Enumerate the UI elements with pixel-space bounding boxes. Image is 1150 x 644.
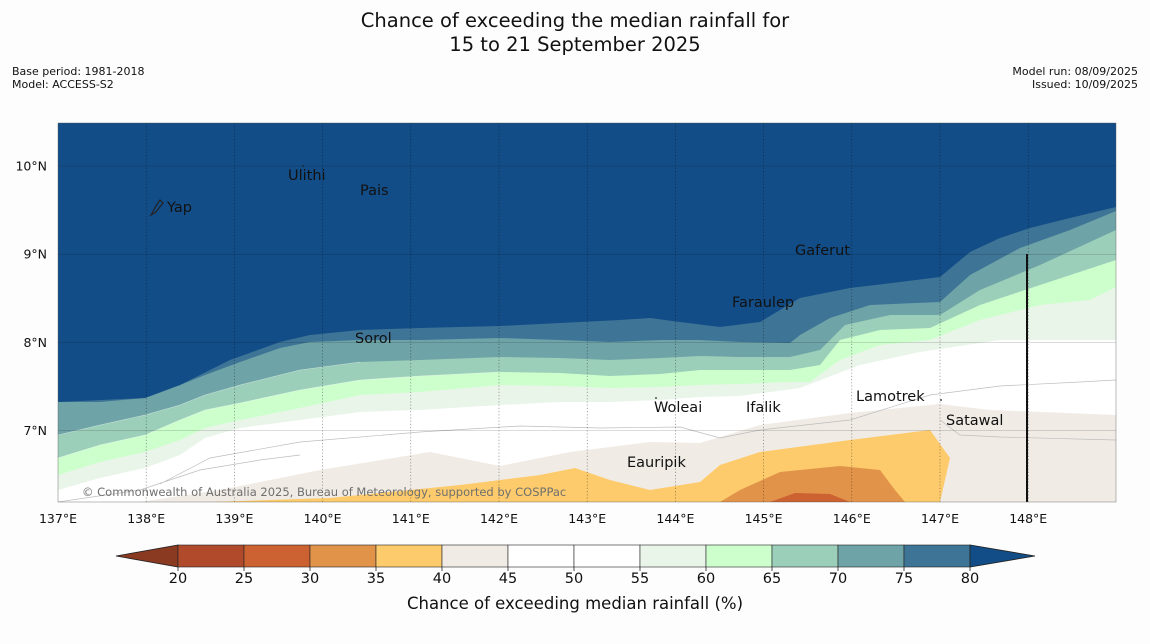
contour-grey-lines — [58, 379, 1116, 502]
longitude-label: 148°E — [1009, 511, 1047, 526]
colorbar-low-extend — [115, 544, 179, 568]
place-label-ulithi: Ulithi — [288, 168, 326, 184]
colorbar-tick-label: 25 — [235, 571, 253, 587]
meta-left: Base period: 1981-2018 Model: ACCESS-S2 — [12, 65, 144, 91]
longitude-label: 147°E — [921, 511, 959, 526]
colorbar-segment — [177, 544, 245, 568]
copyright-text: © Commonwealth of Australia 2025, Bureau… — [82, 485, 566, 499]
longitude-label: 138°E — [127, 511, 165, 526]
colorbar-segment — [243, 544, 311, 568]
longitude-label: 142°E — [480, 511, 518, 526]
place-label-ifalik: Ifalik — [746, 400, 781, 416]
colorbar-tick-label: 60 — [697, 571, 715, 587]
colorbar-tick-label: 80 — [961, 571, 979, 587]
map-frame — [57, 122, 1117, 503]
meta-right: Model run: 08/09/2025 Issued: 10/09/2025 — [1012, 65, 1138, 91]
issued-date: Issued: 10/09/2025 — [1031, 78, 1138, 91]
place-label-gaferut: Gaferut — [795, 243, 850, 259]
island-dot — [940, 399, 942, 401]
band-above-80 — [58, 123, 1116, 402]
longitude-label: 137°E — [39, 511, 77, 526]
place-label-faraulep: Faraulep — [732, 295, 794, 311]
yap-island — [149, 199, 164, 217]
yap-island-shape — [149, 199, 164, 217]
colorbar-segment — [441, 544, 509, 568]
model-run: Model run: 08/09/2025 — [1012, 65, 1138, 78]
colorbar-tick-label: 40 — [433, 571, 451, 587]
longitude-label: 146°E — [833, 511, 871, 526]
longitude-label: 143°E — [568, 511, 606, 526]
place-label-lamotrek: Lamotrek — [856, 389, 925, 405]
map-title: Chance of exceeding the median rainfall … — [0, 9, 1150, 57]
colorbar-title: Chance of exceeding median rainfall (%) — [406, 594, 744, 613]
colorbar-segment — [573, 544, 641, 568]
island-dot — [655, 397, 657, 399]
colorbar-segment — [837, 544, 905, 568]
colorbar-ticks: 20 25 30 35 40 45 50 55 60 65 70 75 80 — [169, 567, 979, 587]
place-label-yap: Yap — [166, 200, 192, 216]
place-label-satawal: Satawal — [946, 413, 1003, 429]
band-35-40 — [720, 466, 905, 502]
contour-lines — [58, 361, 501, 459]
longitude-labels: 137°E 138°E 139°E 140°E 141°E 142°E 143°E 144°E… — [39, 511, 1047, 526]
colorbar-tick-label: 55 — [631, 571, 649, 587]
colorbar-segment — [309, 544, 377, 568]
colorbar-tick-label: 35 — [367, 571, 385, 587]
latitude-label: 7°N — [23, 423, 47, 438]
colorbar-tick-label: 50 — [565, 571, 583, 587]
longitude-label: 141°E — [392, 511, 430, 526]
colorbar-tick-label: 70 — [829, 571, 847, 587]
colorbar-segment — [771, 544, 839, 568]
title-line-1: Chance of exceeding the median rainfall … — [360, 9, 790, 32]
latitude-label: 10°N — [15, 159, 47, 174]
title-line-2: 15 to 21 September 2025 — [449, 33, 701, 56]
band-30-35 — [770, 493, 850, 502]
place-label-sorol: Sorol — [355, 331, 392, 347]
latitude-labels: 10°N 9°N 8°N 7°N — [15, 159, 47, 439]
colorbar-tick-label: 65 — [763, 571, 781, 587]
graticule — [58, 123, 1116, 502]
longitude-label: 140°E — [304, 511, 342, 526]
colorbar-segment — [903, 544, 971, 568]
colorbar-segment — [375, 544, 443, 568]
base-period: Base period: 1981-2018 — [12, 65, 145, 78]
place-labels: Ulithi Pais Yap Gaferut Faraulep Sorol Lamotre… — [166, 165, 1003, 471]
colorbar-tick-label: 75 — [895, 571, 913, 587]
colorbar-tick-label: 20 — [169, 571, 187, 587]
latitude-label: 8°N — [23, 335, 47, 350]
place-label-eauripik: Eauripik — [627, 455, 686, 471]
island-dot — [302, 165, 304, 167]
place-label-woleai: Woleai — [654, 400, 702, 416]
place-label-pais: Pais — [360, 183, 389, 199]
colorbar-high-extend — [969, 544, 1036, 568]
latitude-label: 9°N — [23, 247, 47, 262]
longitude-label: 139°E — [215, 511, 253, 526]
colorbar-tick-label: 45 — [499, 571, 517, 587]
colorbar-segment — [507, 544, 575, 568]
colorbar-segment — [705, 544, 773, 568]
longitude-label: 145°E — [745, 511, 783, 526]
longitude-label: 144°E — [656, 511, 694, 526]
model-name: Model: ACCESS-S2 — [12, 78, 114, 91]
colorbar — [115, 544, 1036, 568]
colorbar-segment — [639, 544, 707, 568]
colorbar-tick-label: 30 — [301, 571, 319, 587]
